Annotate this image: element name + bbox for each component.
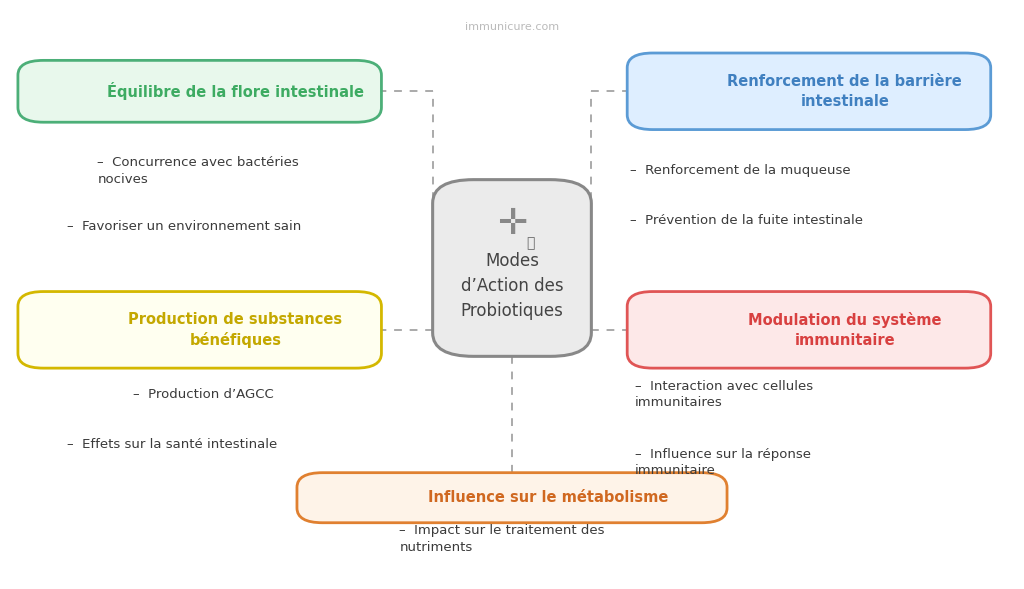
Text: immunicure.com: immunicure.com	[465, 22, 559, 31]
Text: –  Influence sur la réponse
immunitaire: – Influence sur la réponse immunitaire	[635, 448, 811, 477]
Text: 🌿: 🌿	[526, 236, 535, 250]
Text: Production de substances
bénéfiques: Production de substances bénéfiques	[128, 312, 343, 348]
FancyBboxPatch shape	[432, 180, 592, 356]
Text: Modes
d’Action des
Probiotiques: Modes d’Action des Probiotiques	[461, 252, 563, 320]
FancyBboxPatch shape	[627, 53, 991, 130]
Text: –  Effets sur la santé intestinale: – Effets sur la santé intestinale	[67, 438, 276, 451]
Text: Modulation du système
immunitaire: Modulation du système immunitaire	[749, 312, 941, 348]
Text: –  Favoriser un environnement sain: – Favoriser un environnement sain	[67, 220, 301, 233]
Text: Équilibre de la flore intestinale: Équilibre de la flore intestinale	[108, 82, 364, 100]
Text: –  Prévention de la fuite intestinale: – Prévention de la fuite intestinale	[630, 214, 863, 227]
Text: –  Concurrence avec bactéries
nocives: – Concurrence avec bactéries nocives	[97, 156, 299, 186]
Text: Renforcement de la barrière
intestinale: Renforcement de la barrière intestinale	[727, 74, 963, 109]
FancyBboxPatch shape	[627, 292, 991, 368]
Text: –  Renforcement de la muqueuse: – Renforcement de la muqueuse	[630, 164, 850, 177]
Text: –  Impact sur le traitement des
nutriments: – Impact sur le traitement des nutriment…	[399, 524, 605, 554]
Text: Influence sur le métabolisme: Influence sur le métabolisme	[428, 490, 668, 505]
FancyBboxPatch shape	[297, 472, 727, 523]
Text: –  Production d’AGCC: – Production d’AGCC	[133, 388, 273, 401]
FancyBboxPatch shape	[18, 61, 381, 123]
FancyBboxPatch shape	[18, 292, 381, 368]
Text: –  Interaction avec cellules
immunitaires: – Interaction avec cellules immunitaires	[635, 380, 813, 409]
Text: ✛: ✛	[497, 207, 527, 241]
